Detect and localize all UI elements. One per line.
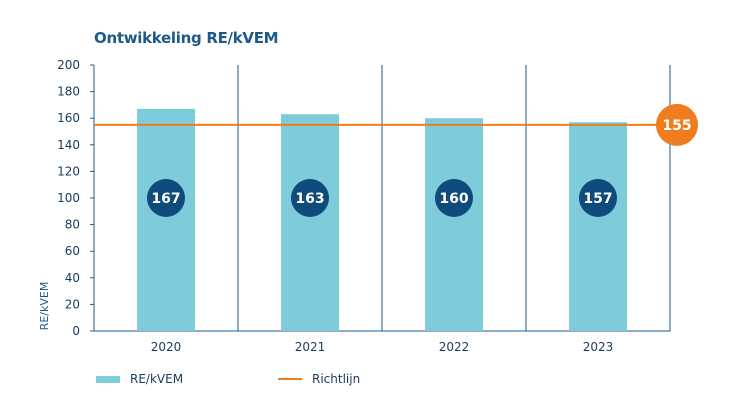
reference-value-label: 155: [662, 118, 691, 134]
y-tick-label: 100: [57, 191, 80, 205]
legend-swatch-bar: [96, 375, 120, 383]
y-tick-label: 40: [65, 271, 80, 285]
x-tick-label: 2021: [295, 340, 326, 354]
y-tick-label: 200: [57, 58, 80, 72]
y-tick-label: 120: [57, 164, 80, 178]
bar-value-label: 163: [295, 191, 324, 207]
bar-value-badge: [291, 179, 329, 217]
y-tick-label: 80: [65, 218, 80, 232]
bar: [425, 118, 483, 331]
reference-value-badge: [656, 103, 698, 146]
legend-item-line: Richtlijn: [278, 372, 360, 386]
y-tick-label: 140: [57, 138, 80, 152]
bar: [137, 108, 195, 331]
legend-item-bars: RE/kVEM: [96, 372, 183, 386]
bar: [569, 122, 627, 331]
y-tick-label: 20: [65, 297, 80, 311]
bar-value-label: 167: [151, 191, 180, 207]
bar-value-badge: [579, 179, 617, 217]
y-tick-label: 60: [65, 244, 80, 258]
bar-value-label: 157: [583, 191, 612, 207]
bar-value-badge: [435, 179, 473, 217]
bar: [281, 114, 339, 332]
y-tick-label: 160: [57, 111, 80, 125]
bar-value-badge: [147, 179, 185, 217]
x-tick-label: 2022: [439, 340, 470, 354]
y-tick-label: 0: [72, 324, 80, 338]
y-tick-label: 180: [57, 85, 80, 99]
bar-value-label: 160: [439, 191, 468, 207]
legend-swatch-line: [278, 378, 302, 380]
x-tick-label: 2020: [151, 340, 182, 354]
chart-title: Ontwikkeling RE/kVEM: [94, 29, 279, 47]
legend-label-bars: RE/kVEM: [130, 372, 184, 386]
x-tick-label: 2023: [583, 340, 614, 354]
legend-label-line: Richtlijn: [312, 372, 361, 386]
y-axis-label: RE/kVEM: [38, 282, 51, 331]
